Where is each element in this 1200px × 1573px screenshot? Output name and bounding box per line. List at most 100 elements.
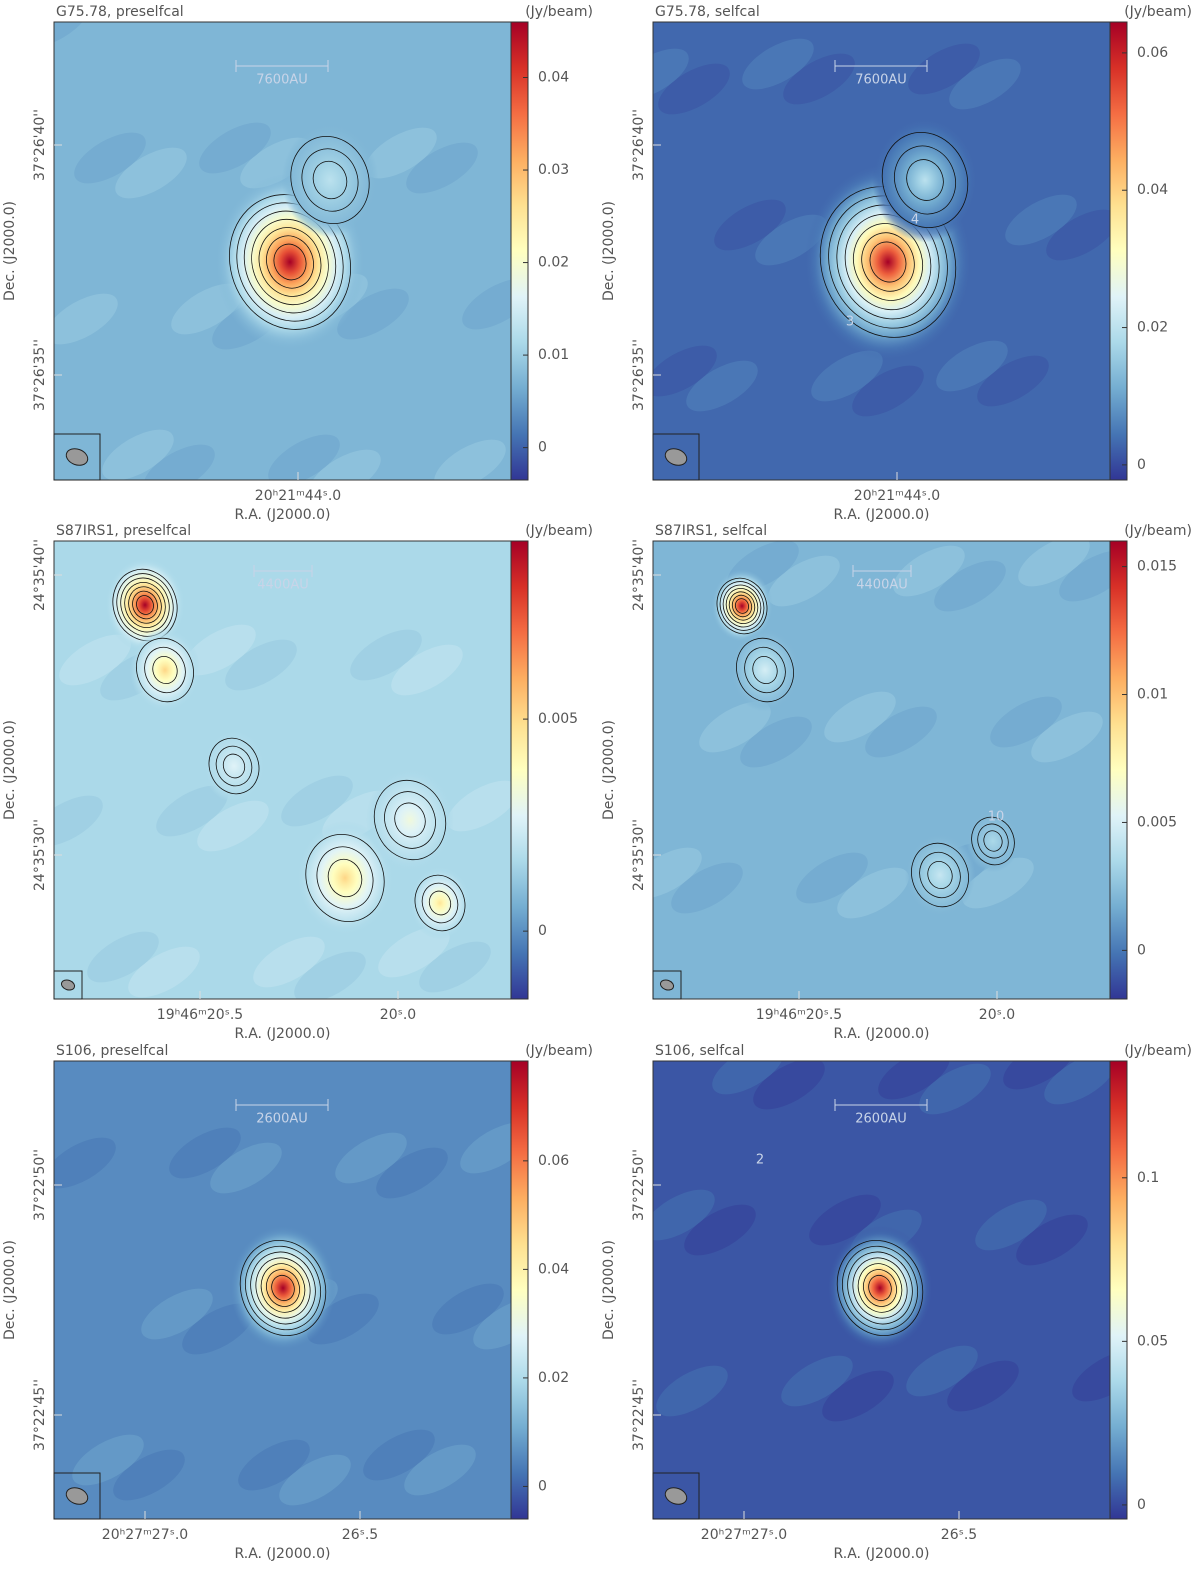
colorbar-unit: (Jy/beam) <box>525 4 593 20</box>
noise <box>653 48 689 100</box>
contour <box>894 145 956 215</box>
noise <box>281 775 353 827</box>
contour <box>316 846 374 910</box>
colorbar-tick-label: 0.02 <box>538 1370 569 1386</box>
noise <box>350 629 422 681</box>
scale-bar <box>834 1099 928 1111</box>
panel: 7600AU 4 3 G75.78, selfcal (Jy/beam) R.A. (J2… <box>601 4 1192 523</box>
x-axis-label: R.A. (J2000.0) <box>834 1546 930 1562</box>
colorbar <box>510 21 529 481</box>
source <box>366 768 454 872</box>
colorbar-unit: (Jy/beam) <box>525 1043 593 1059</box>
y-tick-label: 37°26'40'' <box>32 109 48 181</box>
noise <box>686 360 758 412</box>
contour <box>258 227 322 297</box>
noise <box>309 449 381 480</box>
noise <box>462 278 511 330</box>
colorbar <box>510 1060 529 1520</box>
scale-bar <box>235 60 329 72</box>
noise <box>653 1189 715 1241</box>
noise <box>54 293 118 345</box>
y-tick-label: 37°22'45'' <box>32 1379 48 1451</box>
noise <box>671 862 743 914</box>
noise <box>294 951 366 999</box>
noise <box>742 38 814 90</box>
contour <box>273 243 307 281</box>
y-tick-label: 24°35'40'' <box>32 539 48 611</box>
contour <box>734 598 750 614</box>
colorbar-tick-label: 0 <box>1137 942 1146 958</box>
noise <box>307 1293 379 1345</box>
scale-bar <box>852 565 912 577</box>
contour-label: 2 <box>756 1153 764 1168</box>
contour <box>228 194 352 330</box>
colorbar-tick-label: 0.04 <box>538 1261 569 1277</box>
contour <box>731 594 753 618</box>
colorbar-tick-label: 0.1 <box>1137 1170 1159 1186</box>
scale-bar <box>834 60 928 72</box>
contour <box>971 816 1015 866</box>
noise <box>658 63 730 115</box>
colorbar-tick-label: 0.04 <box>538 70 569 86</box>
noise <box>990 696 1062 748</box>
noise <box>653 847 702 899</box>
contour <box>152 655 178 685</box>
contour <box>290 135 370 225</box>
panel: 2600AU S106, preselfcal (Jy/beam) R.A. (J20… <box>2 1043 593 1562</box>
source <box>281 122 379 238</box>
x-tick-label: 20ʰ21ᵐ44ˢ.0 <box>854 488 940 504</box>
contour <box>852 1257 908 1319</box>
contour <box>144 646 186 694</box>
y-tick-label: 37°26'35'' <box>32 339 48 411</box>
colorbar-tick-label: 0 <box>1137 1497 1146 1513</box>
noise <box>141 1288 213 1340</box>
contour <box>243 210 337 314</box>
contour <box>722 584 762 628</box>
panel: 2600AU 2 S106, selfcal (Jy/beam) R.A. (J2000… <box>601 1043 1192 1562</box>
noise <box>781 1355 853 1407</box>
noise <box>947 1360 1019 1412</box>
contour <box>847 1251 913 1325</box>
noise <box>225 639 297 691</box>
source <box>203 729 265 803</box>
y-tick-label: 24°35'40'' <box>631 539 647 611</box>
contour <box>736 637 794 703</box>
colorbar-unit: (Jy/beam) <box>1124 1043 1192 1059</box>
noise <box>199 122 271 174</box>
contour <box>215 745 253 787</box>
contour <box>728 591 756 621</box>
y-axis-label: Dec. (J2000.0) <box>2 720 18 820</box>
x-tick-label: 26ˢ.5 <box>941 1527 977 1543</box>
contour <box>752 655 778 685</box>
noise <box>182 1303 254 1355</box>
x-tick-label: 19ʰ46ᵐ20ˢ.5 <box>756 1007 842 1023</box>
colorbar-tick-label: 0.04 <box>1137 182 1168 198</box>
contour <box>208 737 260 795</box>
x-tick-label: 20ʰ21ᵐ44ˢ.0 <box>255 488 341 504</box>
noise <box>54 795 103 847</box>
noise <box>934 560 1006 612</box>
contour <box>819 186 957 338</box>
contour <box>983 830 1003 852</box>
scale-bar-label: 4400AU <box>856 578 908 593</box>
noise <box>128 946 200 998</box>
noise <box>977 355 1049 407</box>
noise <box>184 624 256 676</box>
source <box>827 1225 933 1351</box>
scale-bar <box>235 1099 329 1111</box>
noise <box>87 931 159 983</box>
colorbar-tick-label: 0.005 <box>1137 814 1177 830</box>
contour <box>725 588 759 624</box>
noise <box>391 644 463 696</box>
noise <box>419 941 491 993</box>
contour <box>857 1263 903 1313</box>
noise <box>1059 550 1110 602</box>
noise <box>404 1444 476 1496</box>
noise <box>740 716 812 768</box>
contour <box>255 1257 311 1319</box>
contour <box>394 802 426 838</box>
noise <box>684 1204 756 1256</box>
image <box>54 1122 511 1506</box>
noise <box>238 1439 310 1491</box>
x-axis-label: R.A. (J2000.0) <box>834 1026 930 1042</box>
